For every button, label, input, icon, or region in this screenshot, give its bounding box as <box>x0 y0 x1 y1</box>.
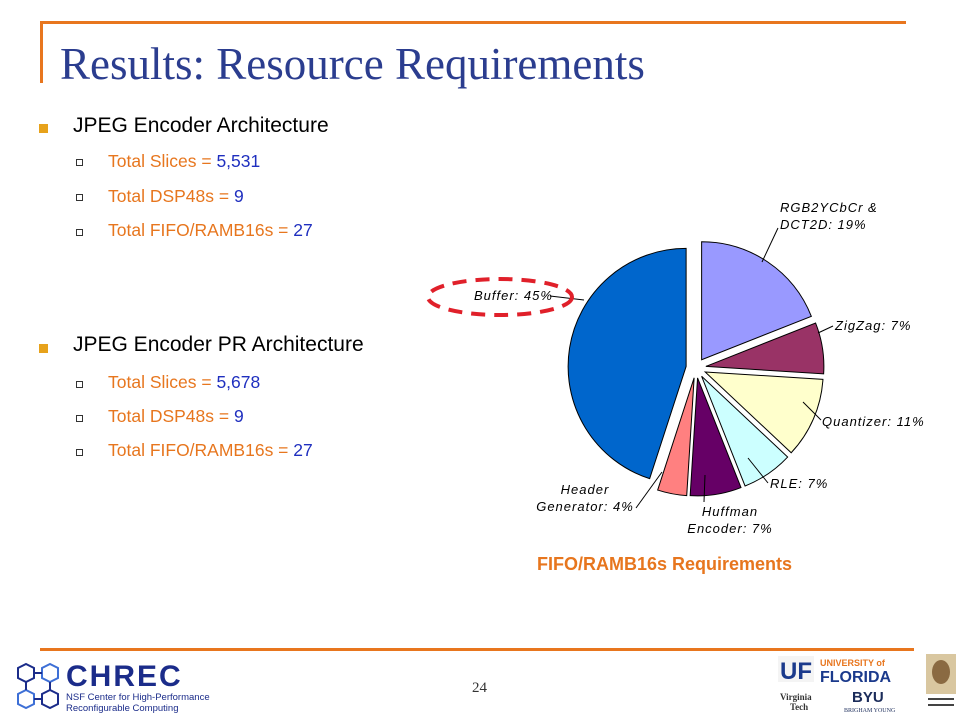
svg-text:BYU: BYU <box>852 689 884 706</box>
metric-value: 27 <box>293 440 313 460</box>
metric-label: Total DSP48s = <box>108 186 234 206</box>
highlight-ellipse <box>426 277 574 317</box>
metric-total-dsp48s: Total DSP48s = 9 <box>108 186 244 207</box>
metric-value: 9 <box>233 186 244 206</box>
leader-line <box>817 325 834 334</box>
pie-slice-rle <box>701 375 789 487</box>
sub-bullet-marker <box>76 194 83 201</box>
metric-value: 27 <box>293 220 313 240</box>
pie-slice-rgb2ycbcr-dct2d <box>701 241 812 361</box>
svg-text:UNIVERSITY of: UNIVERSITY of <box>820 658 886 668</box>
org-subtitle: NSF Center for High-Performance Reconfig… <box>66 692 210 714</box>
svg-text:BRIGHAM YOUNG: BRIGHAM YOUNG <box>844 708 896 714</box>
org-subtitle-line: Reconfigurable Computing <box>66 703 179 714</box>
pie-slice-zigzag <box>705 322 825 375</box>
pie-slice-header-generator <box>657 377 695 497</box>
gwu-logo <box>926 654 956 706</box>
metric-label: Total FIFO/RAMB16s = <box>108 440 294 460</box>
slice-label: Header Generator: 4% <box>536 482 634 514</box>
metric-value: 9 <box>233 406 244 426</box>
slice-label: ZigZag: 7% <box>834 318 911 333</box>
pie-slice-buffer <box>567 247 687 480</box>
bullet-marker <box>39 344 48 353</box>
metric-total-dsp48s: Total DSP48s = 9 <box>108 406 244 427</box>
metric-label: Total Slices = <box>108 151 217 171</box>
slice-label: RLE: 7% <box>770 476 828 491</box>
pie-slice-huffman-encoder <box>689 377 742 497</box>
leader-line <box>802 401 822 421</box>
metric-value: 5,678 <box>216 372 261 392</box>
metric-label: Total FIFO/RAMB16s = <box>108 220 294 240</box>
sub-bullet-marker <box>76 159 83 166</box>
metric-label: Total DSP48s = <box>108 406 234 426</box>
page-number: 24 <box>472 680 487 696</box>
leader-line <box>635 471 663 509</box>
chrec-logo-icon <box>17 662 59 710</box>
slide-title: Results: Resource Requirements <box>60 39 645 89</box>
metric-label: Total Slices = <box>108 372 217 392</box>
sub-bullet-marker <box>76 229 83 236</box>
sub-bullet-marker <box>76 415 83 422</box>
leader-line <box>549 295 585 301</box>
partner-logos: UF UNIVERSITY of FLORIDA Virginia Tech B… <box>778 654 956 714</box>
byu-logo: BYU BRIGHAM YOUNG <box>844 689 896 714</box>
section-heading: JPEG Encoder Architecture <box>73 114 329 137</box>
slice-label: Huffman Encoder: 7% <box>687 504 772 536</box>
footer-rule <box>40 648 914 651</box>
uf-logo: UF UNIVERSITY of FLORIDA <box>778 656 892 686</box>
org-name: CHREC <box>66 660 183 693</box>
svg-text:Virginia: Virginia <box>780 692 812 702</box>
bullet-marker <box>39 124 48 133</box>
metric-total-slices: Total Slices = 5,531 <box>108 151 260 172</box>
sub-bullet-marker <box>76 449 83 456</box>
metric-total-fifo-ramb16s: Total FIFO/RAMB16s = 27 <box>108 440 313 461</box>
left-rule <box>40 21 43 83</box>
section-heading: JPEG Encoder PR Architecture <box>73 333 364 356</box>
slice-label: Buffer: 45% <box>474 288 553 303</box>
metric-total-fifo-ramb16s: Total FIFO/RAMB16s = 27 <box>108 220 313 241</box>
org-subtitle-line: NSF Center for High-Performance <box>66 692 210 703</box>
leader-line <box>703 474 706 503</box>
leader-line <box>761 227 779 263</box>
virginia-tech-logo: Virginia Tech <box>780 692 812 712</box>
sub-bullet-marker <box>76 381 83 388</box>
chart-title: FIFO/RAMB16s Requirements <box>537 554 793 574</box>
svg-text:Tech: Tech <box>790 702 808 712</box>
slice-label: Quantizer: 11% <box>822 414 925 429</box>
svg-text:UF: UF <box>780 658 812 685</box>
top-rule <box>40 21 906 24</box>
pie-slice-quantizer <box>703 371 824 454</box>
leader-line <box>747 457 769 484</box>
metric-value: 5,531 <box>216 151 261 171</box>
metric-total-slices: Total Slices = 5,678 <box>108 372 260 393</box>
svg-text:FLORIDA: FLORIDA <box>820 669 892 686</box>
slice-label: RGB2YCbCr & DCT2D: 19% <box>780 200 878 232</box>
